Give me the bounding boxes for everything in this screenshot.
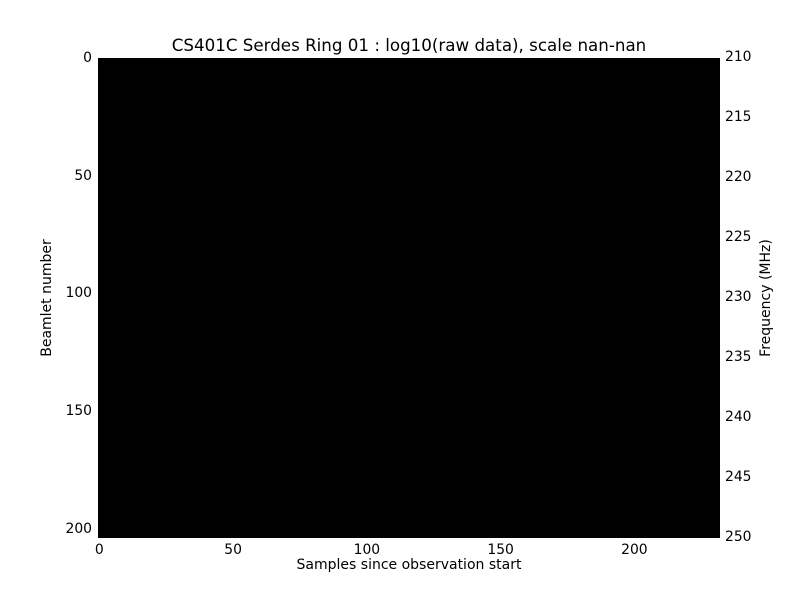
x-axis-label: Samples since observation start <box>296 557 522 573</box>
y-axis-left-label: Beamlet number <box>39 239 55 357</box>
y-right-tick-label: 230 <box>725 289 752 306</box>
x-tick-label: 100 <box>353 542 381 558</box>
y-left-tick-label: 100 <box>65 285 92 302</box>
y-right-tick-label: 225 <box>725 229 752 246</box>
y-right-tick-label: 245 <box>725 469 752 486</box>
x-tick-label: 0 <box>94 542 104 558</box>
x-tick-label: 150 <box>487 542 514 558</box>
y-right-tick-label: 240 <box>725 409 752 426</box>
x-tick-label: 50 <box>224 542 242 558</box>
y-left-tick-label: 150 <box>65 403 92 420</box>
y-right-tick-label: 250 <box>725 529 752 546</box>
y-right-tick-label: 220 <box>725 169 752 186</box>
y-right-tick-label: 215 <box>725 109 752 126</box>
x-tick-label: 200 <box>621 542 648 558</box>
y-left-tick-label: 50 <box>74 167 92 184</box>
y-right-tick-label: 235 <box>725 349 752 366</box>
y-left-tick-label: 200 <box>65 520 92 537</box>
y-right-tick-label: 210 <box>725 49 752 66</box>
y-left-tick-label: 0 <box>83 50 92 67</box>
y-axis-right-label: Frequency (MHz) <box>758 239 774 357</box>
heatmap-image <box>98 58 720 538</box>
chart-title: CS401C Serdes Ring 01 : log10(raw data),… <box>171 35 647 55</box>
